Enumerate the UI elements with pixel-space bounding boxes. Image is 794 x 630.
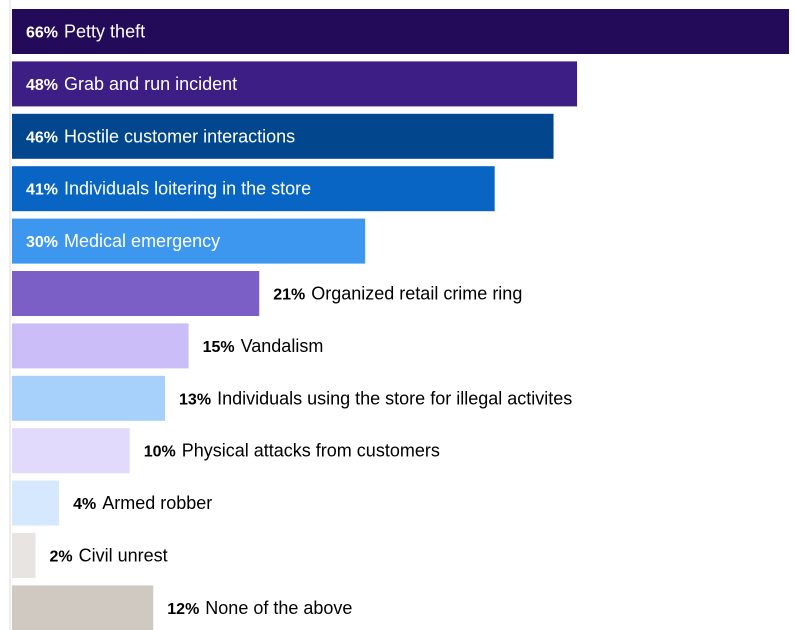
bar-category-label: Civil unrest bbox=[79, 546, 168, 566]
bar-group: 13% Individuals using the store for illeg… bbox=[12, 375, 572, 421]
bar-category-label: Vandalism bbox=[241, 336, 324, 356]
bar bbox=[12, 480, 60, 526]
bar bbox=[12, 271, 260, 316]
bar-value-label: 66% bbox=[26, 25, 58, 42]
bar-group: 10% Physical attacks from customers bbox=[12, 428, 440, 474]
bar-category-label: Armed robber bbox=[102, 493, 212, 513]
bar-category-label: Organized retail crime ring bbox=[311, 284, 522, 304]
bar-group: 48% Grab and run incident bbox=[12, 61, 578, 107]
bar-group: 15% Vandalism bbox=[12, 323, 324, 369]
bar-group: 4% Armed robber bbox=[12, 480, 212, 526]
bar-group: 46% Hostile customer interactions bbox=[12, 113, 554, 159]
bar-value-label: 15% bbox=[203, 339, 235, 356]
bar bbox=[12, 533, 36, 578]
bar-value-label: 4% bbox=[73, 496, 96, 513]
bar-group: 21% Organized retail crime ring bbox=[12, 271, 522, 316]
bar-value-label: 46% bbox=[26, 129, 58, 146]
bar-value-label: 48% bbox=[26, 77, 58, 94]
bar bbox=[12, 113, 554, 159]
bar-value-label: 12% bbox=[167, 601, 199, 618]
bar bbox=[12, 61, 578, 107]
bar-group: 66% Petty theft bbox=[12, 9, 789, 54]
bar-value-label: 30% bbox=[26, 234, 58, 251]
bar bbox=[12, 9, 789, 54]
bar-value-label: 2% bbox=[50, 549, 73, 566]
bar-group: 41% Individuals loitering in the store bbox=[12, 166, 495, 212]
bar-category-label: None of the above bbox=[205, 598, 352, 618]
bar-group: 12% None of the above bbox=[12, 585, 352, 630]
bar-category-label: Medical emergency bbox=[64, 231, 220, 251]
bar-value-label: 41% bbox=[26, 182, 58, 199]
bar bbox=[12, 218, 366, 264]
bar-category-label: Hostile customer interactions bbox=[64, 126, 295, 146]
bar bbox=[12, 166, 495, 212]
bar-category-label: Individuals loitering in the store bbox=[64, 179, 311, 199]
bar-category-label: Physical attacks from customers bbox=[182, 441, 440, 461]
bar bbox=[12, 585, 154, 630]
bar bbox=[12, 375, 166, 421]
bar bbox=[12, 323, 189, 369]
bar-value-label: 10% bbox=[144, 444, 176, 461]
bar-category-label: Individuals using the store for illegal … bbox=[217, 388, 572, 408]
bar-value-label: 21% bbox=[273, 287, 305, 304]
bar-group: 2% Civil unrest bbox=[12, 533, 168, 578]
bar-category-label: Petty theft bbox=[64, 22, 145, 42]
bar-group: 30% Medical emergency bbox=[12, 218, 366, 264]
bar bbox=[12, 428, 130, 474]
bar-category-label: Grab and run incident bbox=[64, 74, 237, 94]
bar-value-label: 13% bbox=[179, 391, 211, 408]
